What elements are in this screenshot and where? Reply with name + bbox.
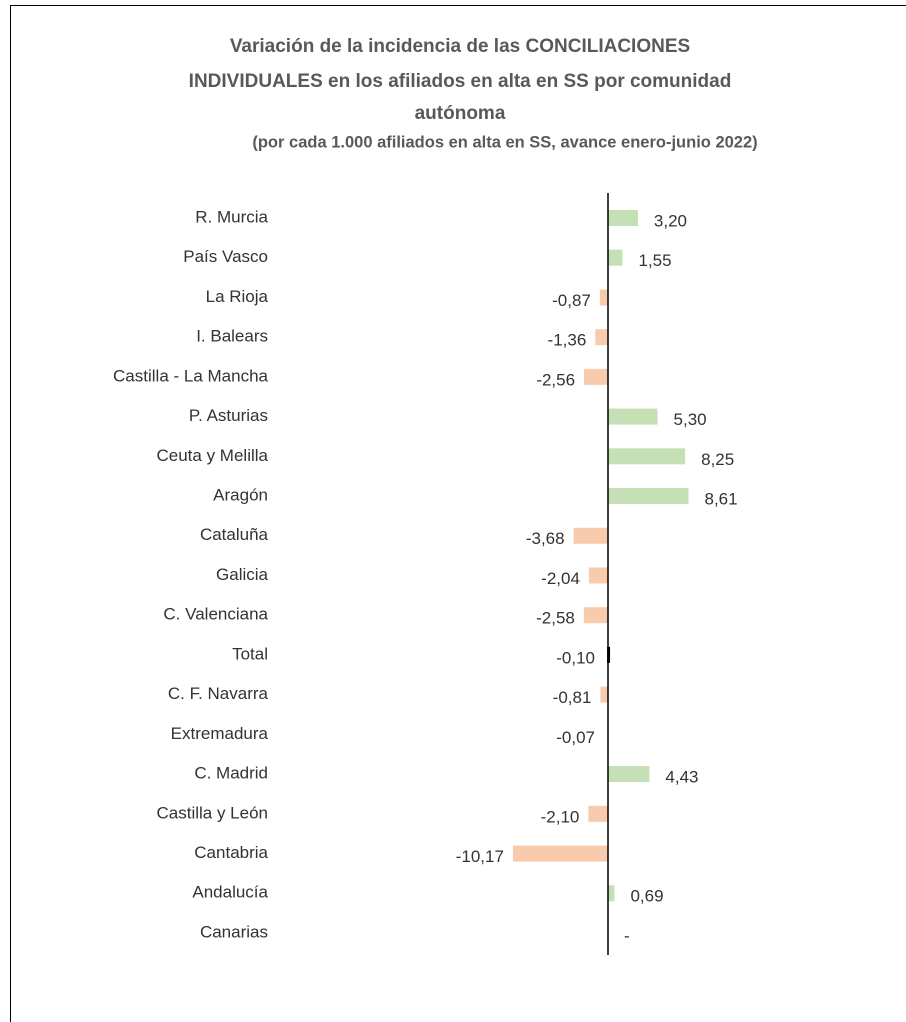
value-label: 4,43 [665,768,698,787]
value-label: 8,25 [701,450,734,469]
value-label: -2,58 [536,609,575,628]
bar [608,210,638,226]
category-label: Andalucía [192,883,268,902]
bar [573,527,608,544]
bar [599,289,608,306]
bar [608,408,658,425]
value-label: 1,55 [638,251,671,270]
bar [600,686,608,703]
category-label: País Vasco [183,247,268,266]
chart-title: INDIVIDUALES en los afiliados en alta en… [189,71,732,92]
value-label: - [624,926,630,945]
value-label: -0,10 [556,648,595,667]
bar [608,488,689,505]
value-label: -2,56 [536,370,575,389]
bar [583,607,608,624]
category-label: Castilla - La Mancha [113,366,269,385]
category-label: Galicia [216,565,269,584]
value-label: 8,61 [705,490,738,509]
value-label: 5,30 [674,410,707,429]
value-label: -0,87 [552,291,591,310]
category-label: Extremadura [171,724,269,743]
bar [588,567,608,584]
bar [608,885,615,902]
category-label: La Rioja [206,287,269,306]
bar [512,845,608,862]
bar [608,249,623,266]
category-label: Total [232,644,268,663]
value-label: -0,07 [556,728,595,747]
bar [595,329,608,346]
category-label: C. F. Navarra [168,684,269,703]
category-label: Aragón [213,486,268,505]
bar [608,766,650,783]
category-label: Ceuta y Melilla [157,446,269,465]
category-label: P. Asturias [189,406,268,425]
value-label: -1,36 [548,331,587,350]
category-label: I. Balears [196,327,268,346]
category-label: Cantabria [194,843,268,862]
category-label: Cataluña [200,525,269,544]
value-label: 3,20 [654,211,687,230]
value-label: -10,17 [456,847,504,866]
category-label: C. Madrid [194,764,268,783]
value-label: -2,10 [541,807,580,826]
frame [10,5,906,1022]
category-label: Castilla y León [156,803,268,822]
value-label: 0,69 [630,887,663,906]
chart-title: autónoma [415,103,506,124]
chart-subtitle: (por cada 1.000 afiliados en alta en SS,… [252,133,757,151]
category-label: Canarias [200,922,268,941]
category-label: R. Murcia [195,207,268,226]
value-label: -2,04 [541,569,580,588]
chart-title: Variación de la incidencia de las CONCIL… [230,36,690,57]
value-label: -0,81 [553,688,592,707]
value-label: -3,68 [526,529,565,548]
category-label: C. Valenciana [163,605,268,624]
bar [608,448,686,465]
bar [588,805,608,822]
bar [584,368,608,385]
